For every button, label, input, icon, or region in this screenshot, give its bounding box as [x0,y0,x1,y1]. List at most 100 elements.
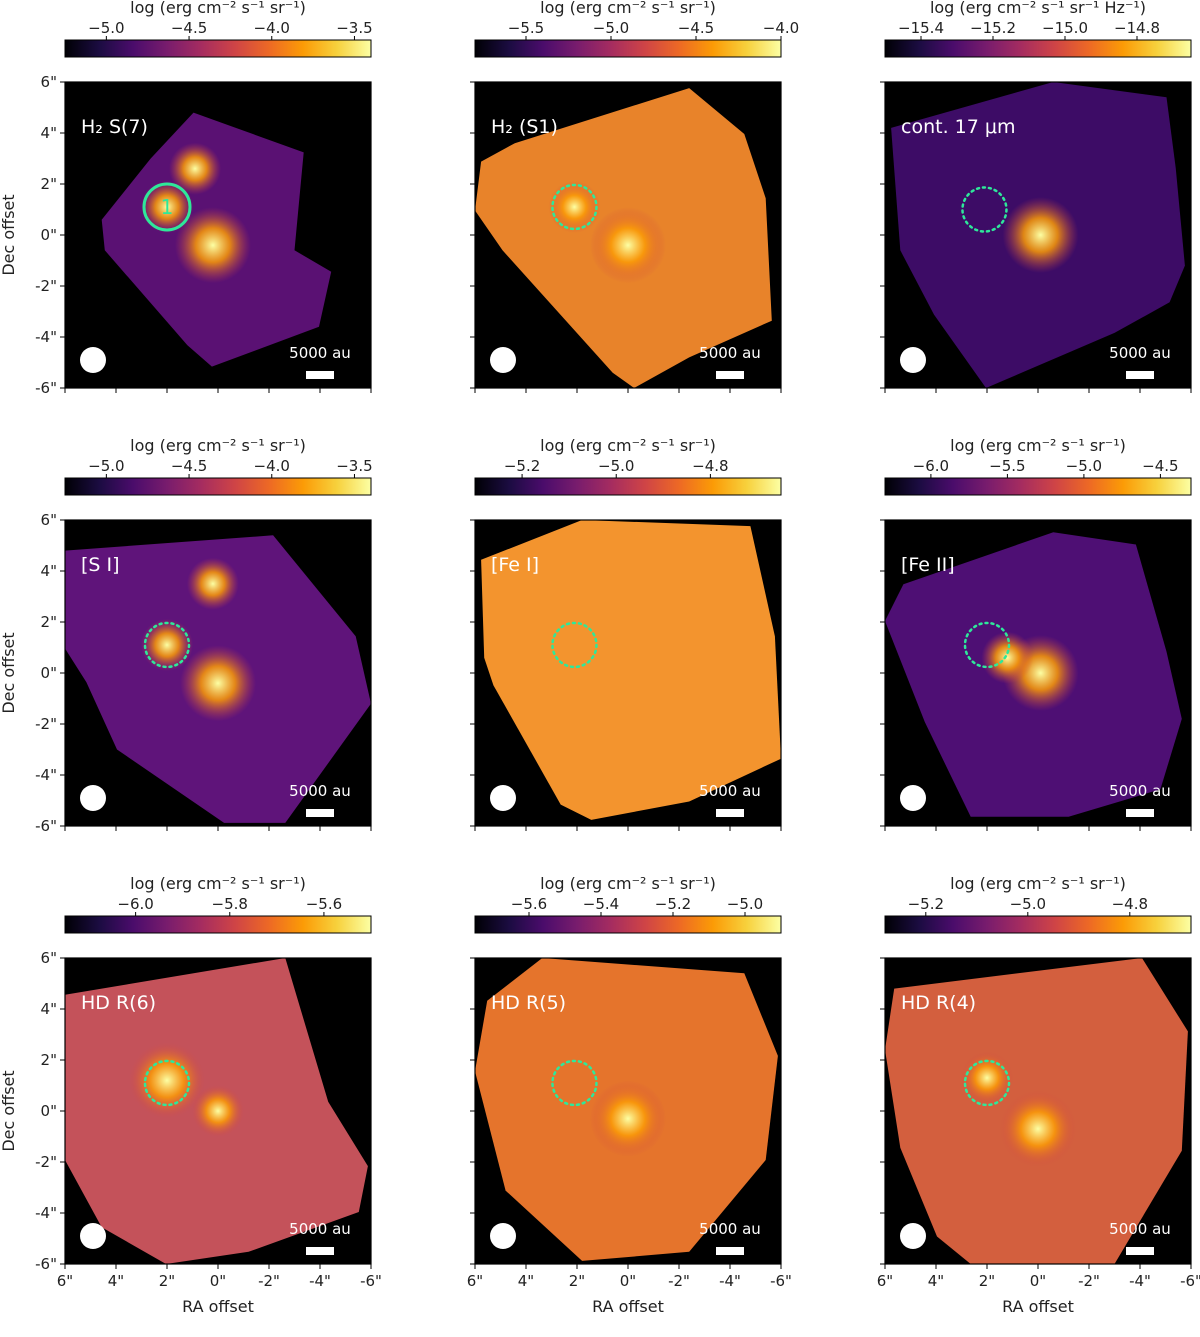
y-tick-label: 2" [41,1051,57,1069]
x-axis-title: RA offset [1002,1297,1074,1316]
colorbar-title: log (erg cm⁻² s⁻¹ sr⁻¹) [130,874,306,893]
colorbar-tick-label: −5.2 [655,895,691,913]
scalebar [1126,1247,1154,1255]
emission-peak [590,1080,666,1157]
x-tick-label: 0" [1030,1272,1046,1290]
map-field [475,88,772,388]
emission-peak [141,180,193,233]
beam-marker [490,1223,516,1249]
scalebar [1126,371,1154,379]
x-tick-label: -4" [1129,1272,1151,1290]
colorbar-tick-label: −5.5 [508,19,544,37]
emission-peak [169,142,222,195]
panel-label: cont. 17 μm [901,116,1015,138]
beam-marker [490,347,516,373]
map-panel: −5.2 −5.0 −4.8 log (erg cm⁻² s⁻¹ sr⁻¹) HD R(… [877,874,1200,1316]
colorbar-tick-label: −5.0 [727,895,763,913]
map-field [65,535,371,823]
emission-peak [186,557,239,610]
x-tick-label: -6" [1180,1272,1200,1290]
y-tick-label: -2" [35,715,57,733]
x-tick-label: 6" [877,1272,893,1290]
y-tick-label: -4" [35,766,57,784]
colorbar-tick-label: −5.6 [511,895,547,913]
beam-marker [900,785,926,811]
scalebar-label: 5000 au [289,1220,351,1238]
x-tick-label: 2" [569,1272,585,1290]
colorbar-tick-label: −4.5 [1142,457,1178,475]
panel-label: H₂ (S1) [491,116,558,138]
colorbar [884,39,1192,58]
colorbar-tick-label: −5.6 [306,895,342,913]
colorbar-tick-label: −5.0 [598,457,634,475]
scalebar [716,1247,744,1255]
colorbar [474,915,782,934]
colorbar-title: log (erg cm⁻² s⁻¹ sr⁻¹) [950,874,1126,893]
colorbar [64,477,372,496]
y-tick-label: 2" [41,175,57,193]
emission-footprint [481,520,781,820]
x-axis-title: RA offset [592,1297,664,1316]
aperture-number: 1 [161,195,174,219]
panel-label: [Fe II] [901,554,955,576]
colorbar-tick-label: −6.0 [117,895,153,913]
y-tick-label: 6" [41,949,57,967]
aperture-circle [551,621,598,669]
colorbar-tick-label: −4.0 [254,457,290,475]
y-tick-label: 6" [41,511,57,529]
emission-peak [192,1085,244,1137]
colorbar-tick-label: −15.0 [1042,19,1088,37]
y-axis-title: Dec offset [0,194,18,275]
scalebar-label: 5000 au [1109,1220,1171,1238]
aperture-circle [963,621,1011,669]
panel-label: HD R(6) [81,992,156,1014]
beam-marker [490,785,516,811]
y-tick-label: -4" [35,328,57,346]
x-tick-label: 6" [57,1272,73,1290]
y-tick-label: 2" [41,613,57,631]
map-field [481,520,781,820]
aperture-circle [961,186,1008,233]
colorbar [474,477,782,496]
y-tick-label: 4" [41,124,57,142]
scalebar-label: 5000 au [1109,344,1171,362]
map-field [891,82,1185,388]
x-tick-label: -6" [360,1272,382,1290]
colorbar-title: log (erg cm⁻² s⁻¹ sr⁻¹ Hz⁻¹) [930,0,1146,17]
panel-label: HD R(5) [491,992,566,1014]
map-field [885,532,1182,817]
emission-peak [590,207,666,284]
y-tick-label: 4" [41,562,57,580]
colorbar-tick-label: −3.5 [336,457,372,475]
colorbar-title: log (erg cm⁻² s⁻¹ sr⁻¹) [540,874,716,893]
scalebar-label: 5000 au [699,782,761,800]
panel-label: H₂ S(7) [81,116,148,138]
beam-marker [80,1223,106,1249]
map-panel: −5.2 −5.0 −4.8 log (erg cm⁻² s⁻¹ sr⁻¹) [Fe I… [470,436,782,831]
colorbar-tick-label: −5.0 [88,19,124,37]
colorbar-tick-label: −6.0 [913,457,949,475]
x-tick-label: -2" [668,1272,690,1290]
map-field [65,958,368,1264]
colorbar [884,477,1192,496]
emission-peak [180,645,256,722]
colorbar-tick-label: −5.2 [908,895,944,913]
y-tick-label: -6" [35,817,57,835]
x-tick-label: 2" [159,1272,175,1290]
y-tick-label: -6" [35,379,57,397]
aperture-circle [963,1059,1011,1107]
colorbar-tick-label: −15.4 [898,19,944,37]
aperture-circle [143,1059,191,1107]
panel-label: [S I] [81,554,120,576]
beam-marker [80,785,106,811]
y-tick-label: -6" [35,1255,57,1273]
beam-marker [900,347,926,373]
emission-peak [174,207,251,284]
y-tick-label: -2" [35,277,57,295]
map-panel: −5.6 −5.4 −5.2 −5.0 log (erg cm⁻² s⁻¹ sr⁻¹) H… [467,874,792,1316]
y-tick-label: 6" [41,73,57,91]
x-tick-label: 4" [108,1272,124,1290]
emission-peak [1002,197,1079,273]
colorbar-tick-label: −4.8 [1112,895,1148,913]
